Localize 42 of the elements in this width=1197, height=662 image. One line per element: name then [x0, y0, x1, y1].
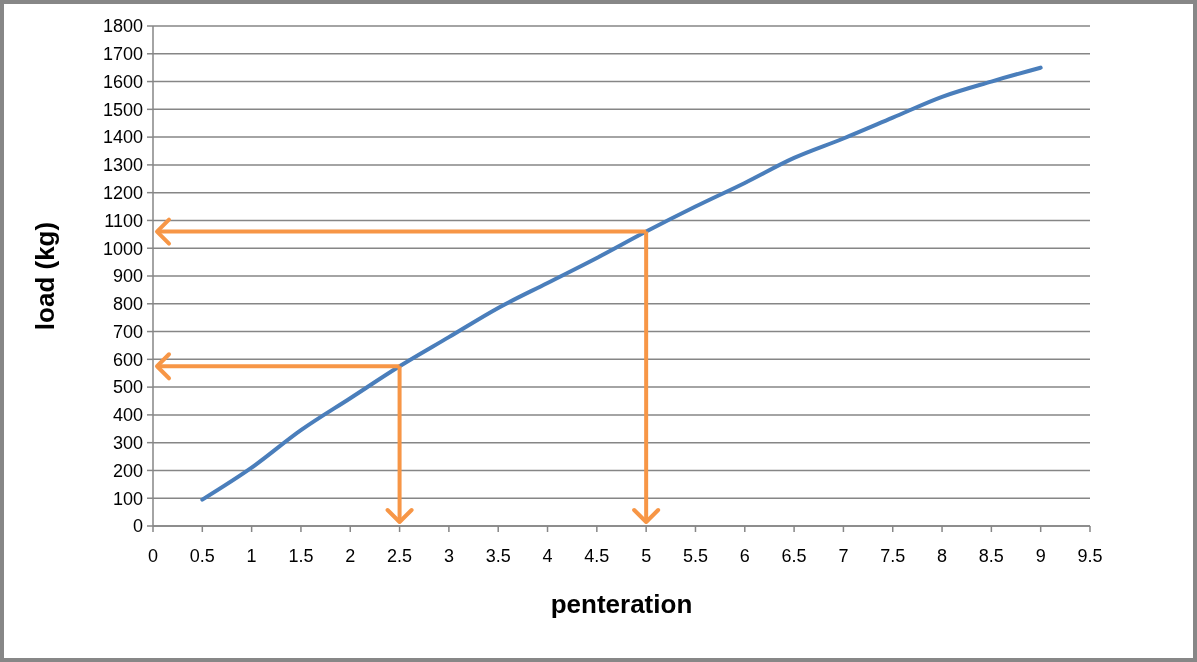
y-tick-label: 500 [112, 377, 143, 398]
y-tick-label: 1200 [102, 182, 143, 203]
y-tick-label: 700 [112, 321, 143, 342]
y-tick-label: 300 [112, 432, 143, 453]
y-tick-label: 600 [112, 349, 143, 370]
x-tick-label: 0.5 [189, 546, 215, 566]
x-tick-label: 0 [147, 546, 159, 566]
y-tick-label: 100 [112, 488, 143, 509]
x-tick-label: 8.5 [978, 546, 1004, 566]
x-tick-label: 4.5 [584, 546, 610, 566]
x-tick-label: 7.5 [880, 546, 906, 566]
x-tick-label: 2 [345, 546, 356, 566]
x-tick-label: 1.5 [288, 546, 314, 566]
x-tick-label: 3 [443, 546, 454, 566]
x-tick-label: 9 [1035, 546, 1046, 566]
x-tick-label: 3.5 [485, 546, 511, 566]
y-tick-label: 1500 [102, 99, 143, 120]
y-tick-label: 0 [132, 516, 143, 537]
y-tick-label: 1100 [104, 210, 143, 231]
x-tick-label: 5 [641, 546, 652, 566]
line-series [200, 65, 1043, 502]
x-axis-title: penteration [550, 589, 693, 619]
y-tick-label: 200 [112, 460, 143, 481]
y-tick-label: 400 [112, 405, 143, 426]
x-tick-label: 6 [739, 546, 750, 566]
y-tick-label: 1600 [102, 71, 143, 92]
y-tick-label: 1700 [102, 44, 143, 65]
y-tick-label: 1000 [102, 238, 143, 259]
x-tick-label: 7 [838, 546, 849, 566]
x-tick-label: 2.5 [387, 546, 413, 566]
x-tick-label: 9.5 [1077, 546, 1103, 566]
y-tick-label: 900 [112, 266, 143, 287]
x-tick-label: 6.5 [781, 546, 807, 566]
x-tick-label: 5.5 [682, 546, 708, 566]
y-tick-label: 1300 [102, 155, 143, 176]
y-axis-title: load (kg) [30, 221, 60, 331]
y-tick-label: 1400 [102, 127, 143, 148]
x-tick-label: 8 [937, 546, 948, 566]
x-tick-label: 4 [542, 546, 553, 566]
y-tick-label: 1800 [102, 16, 143, 37]
y-tick-label: 800 [112, 294, 143, 315]
x-tick-label: 1 [246, 546, 257, 566]
